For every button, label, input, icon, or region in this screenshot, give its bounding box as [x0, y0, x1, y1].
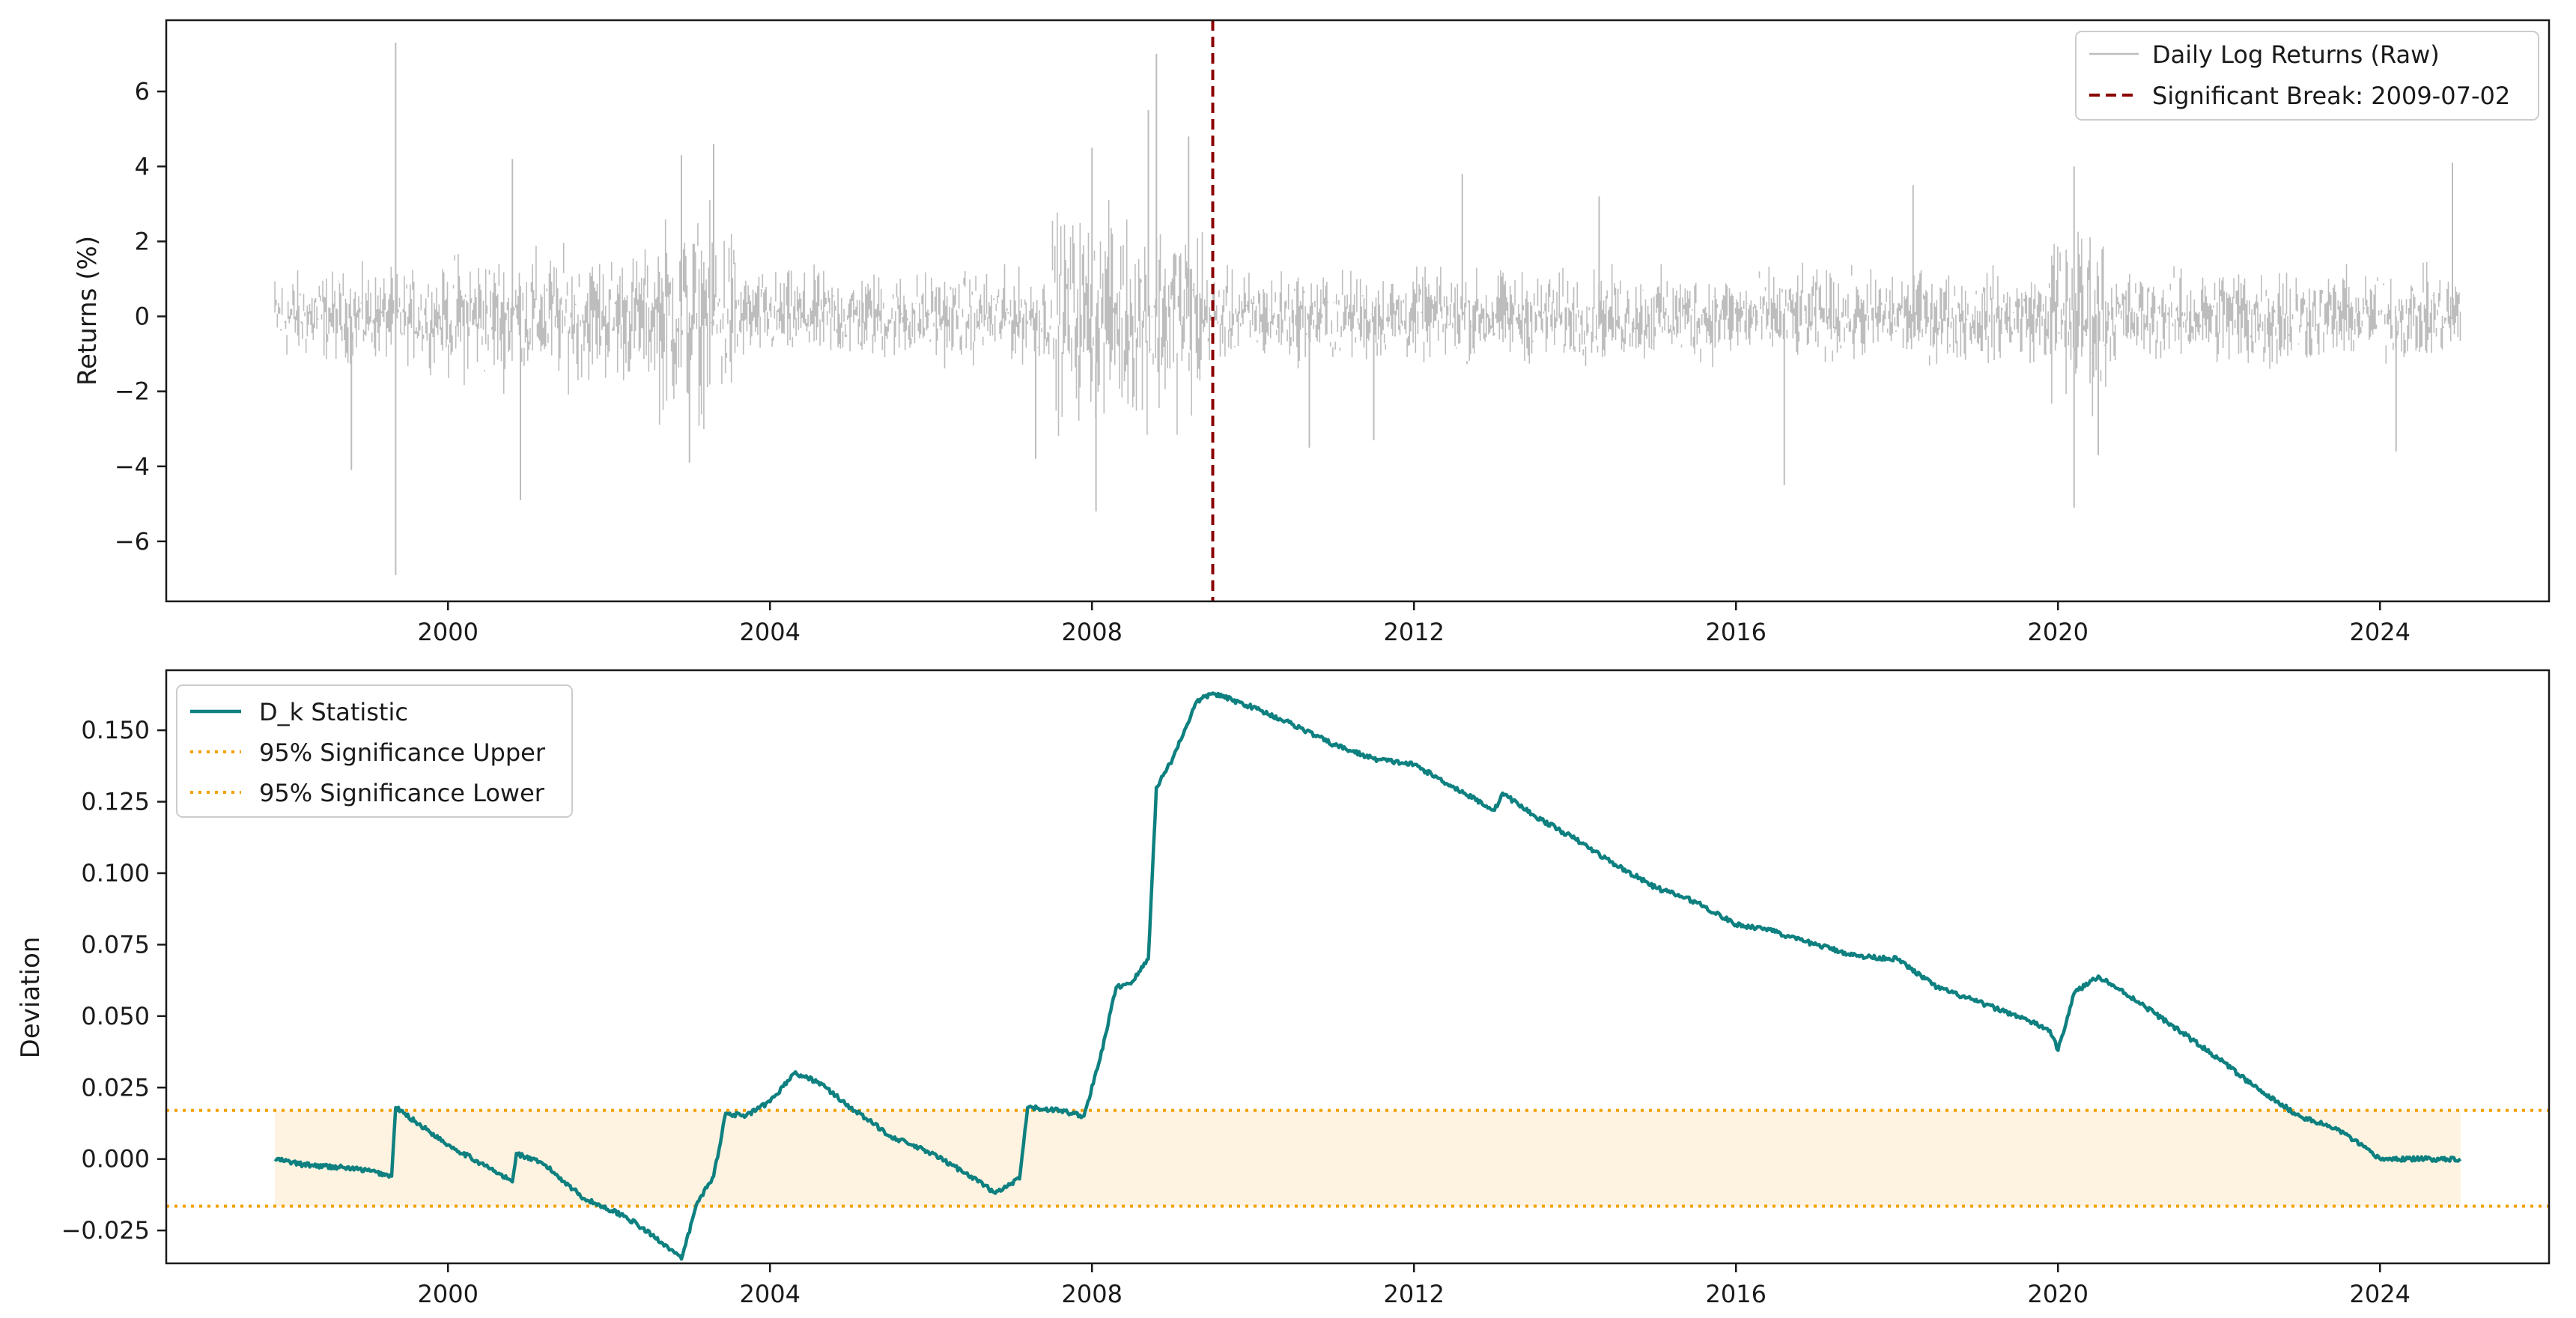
returns-y-tick-label: 6	[135, 77, 150, 106]
dk-statistic-line	[273, 691, 2462, 1261]
deviation-x-tick-label: 2024	[2350, 1280, 2411, 1308]
returns-y-tick-label: −4	[115, 452, 150, 481]
returns-y-tick-label: 2	[135, 227, 150, 255]
significance-band	[275, 1110, 2461, 1206]
returns-y-tick-label: 4	[135, 152, 150, 180]
returns-x-tick-label: 2008	[1062, 618, 1123, 646]
deviation-x-tick-label: 2008	[1062, 1280, 1123, 1308]
returns-x-tick-label: 2004	[740, 618, 801, 646]
returns-x-tick-label: 2024	[2350, 618, 2411, 646]
break-legend-label: Significant Break: 2009-07-02	[2152, 82, 2510, 110]
deviation-panel: −0.025 0.000 0.025 0.050 0.075 0.100 0.125 0.15…	[16, 669, 2551, 1308]
deviation-x-tick-label: 2012	[1384, 1280, 1445, 1308]
returns-legend: Daily Log Returns (Raw) Significant Brea…	[2075, 31, 2539, 121]
returns-legend-box	[2075, 31, 2539, 121]
deviation-y-tick-label: 0.075	[81, 930, 150, 959]
returns-y-axis-label: Returns (%)	[73, 236, 103, 386]
returns-legend-label: Daily Log Returns (Raw)	[2152, 40, 2440, 69]
returns-x-tick-label: 2016	[1706, 618, 1767, 646]
returns-x-tick-label: 2020	[2028, 618, 2089, 646]
returns-x-tick-label: 2012	[1384, 618, 1445, 646]
deviation-x-tick-label: 2020	[2028, 1280, 2089, 1308]
lower-legend-label: 95% Significance Lower	[259, 779, 545, 807]
deviation-y-tick-label: 0.050	[81, 1002, 150, 1030]
returns-noise	[274, 200, 2461, 437]
returns-y-tick-label: −6	[115, 527, 150, 556]
deviation-y-tick-label: 0.000	[81, 1145, 150, 1173]
returns-y-axis: −6 −4 −2 0 2 4 6	[115, 77, 166, 556]
deviation-x-tick-label: 2004	[740, 1280, 801, 1308]
deviation-x-tick-label: 2016	[1706, 1280, 1767, 1308]
deviation-legend-box	[176, 684, 573, 818]
deviation-y-tick-label: 0.025	[81, 1073, 150, 1102]
returns-x-axis: 2000 2004 2008 2012 2016 2020 2024	[418, 601, 2411, 646]
deviation-x-tick-label: 2000	[418, 1280, 479, 1308]
deviation-x-axis: 2000 2004 2008 2012 2016 2020 2024	[418, 1263, 2411, 1308]
deviation-legend: D_k Statistic 95% Significance Upper 95%…	[176, 684, 573, 818]
deviation-y-tick-label: 0.150	[81, 716, 150, 744]
upper-legend-label: 95% Significance Upper	[259, 738, 546, 767]
returns-x-tick-label: 2000	[418, 618, 479, 646]
deviation-y-tick-label: 0.125	[81, 788, 150, 816]
deviation-y-axis-label: Deviation	[16, 937, 46, 1059]
deviation-plot-frame	[165, 669, 2551, 1265]
deviation-y-tick-label: 0.100	[81, 859, 150, 887]
deviation-y-tick-label: −0.025	[61, 1216, 150, 1245]
deviation-y-axis: −0.025 0.000 0.025 0.050 0.075 0.100 0.125 0.15…	[61, 716, 166, 1245]
dk-legend-label: D_k Statistic	[259, 698, 408, 726]
returns-y-tick-label: 0	[135, 303, 150, 331]
returns-series	[274, 43, 2461, 575]
returns-plot-frame	[165, 19, 2551, 603]
returns-y-tick-label: −2	[115, 377, 150, 406]
